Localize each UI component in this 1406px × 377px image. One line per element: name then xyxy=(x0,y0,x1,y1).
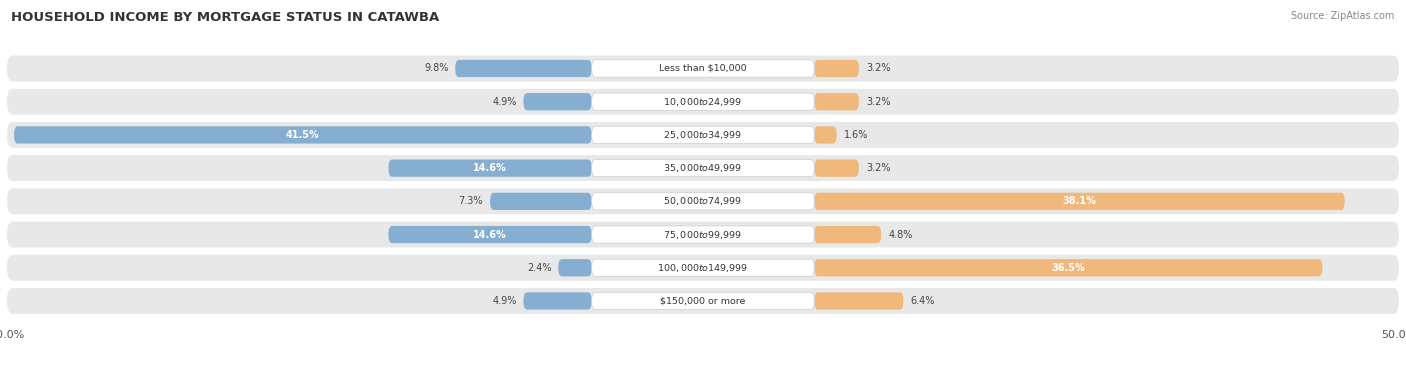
FancyBboxPatch shape xyxy=(814,292,904,310)
FancyBboxPatch shape xyxy=(558,259,592,276)
FancyBboxPatch shape xyxy=(592,226,814,243)
Text: 3.2%: 3.2% xyxy=(866,63,890,74)
FancyBboxPatch shape xyxy=(814,60,859,77)
FancyBboxPatch shape xyxy=(491,193,592,210)
Text: 4.8%: 4.8% xyxy=(889,230,912,239)
Text: 41.5%: 41.5% xyxy=(285,130,319,140)
Text: $100,000 to $149,999: $100,000 to $149,999 xyxy=(658,262,748,274)
Text: 7.3%: 7.3% xyxy=(458,196,484,206)
Text: Source: ZipAtlas.com: Source: ZipAtlas.com xyxy=(1291,11,1395,21)
Text: Less than $10,000: Less than $10,000 xyxy=(659,64,747,73)
Text: 14.6%: 14.6% xyxy=(474,230,508,239)
FancyBboxPatch shape xyxy=(592,93,814,110)
Text: 4.9%: 4.9% xyxy=(492,296,516,306)
Text: $75,000 to $99,999: $75,000 to $99,999 xyxy=(664,228,742,241)
Text: HOUSEHOLD INCOME BY MORTGAGE STATUS IN CATAWBA: HOUSEHOLD INCOME BY MORTGAGE STATUS IN C… xyxy=(11,11,440,24)
FancyBboxPatch shape xyxy=(7,255,1399,281)
Text: $150,000 or more: $150,000 or more xyxy=(661,296,745,305)
FancyBboxPatch shape xyxy=(7,55,1399,81)
FancyBboxPatch shape xyxy=(7,222,1399,248)
FancyBboxPatch shape xyxy=(814,193,1344,210)
Text: 9.8%: 9.8% xyxy=(423,63,449,74)
FancyBboxPatch shape xyxy=(388,226,592,243)
Text: 6.4%: 6.4% xyxy=(911,296,935,306)
Text: 2.4%: 2.4% xyxy=(527,263,551,273)
FancyBboxPatch shape xyxy=(456,60,592,77)
FancyBboxPatch shape xyxy=(14,126,592,144)
Text: 36.5%: 36.5% xyxy=(1052,263,1085,273)
FancyBboxPatch shape xyxy=(592,60,814,77)
FancyBboxPatch shape xyxy=(814,93,859,110)
FancyBboxPatch shape xyxy=(388,159,592,177)
FancyBboxPatch shape xyxy=(7,89,1399,115)
Text: $10,000 to $24,999: $10,000 to $24,999 xyxy=(664,96,742,108)
Text: $25,000 to $34,999: $25,000 to $34,999 xyxy=(664,129,742,141)
Text: 3.2%: 3.2% xyxy=(866,163,890,173)
FancyBboxPatch shape xyxy=(592,292,814,310)
FancyBboxPatch shape xyxy=(7,155,1399,181)
Text: 14.6%: 14.6% xyxy=(474,163,508,173)
FancyBboxPatch shape xyxy=(814,159,859,177)
Text: $50,000 to $74,999: $50,000 to $74,999 xyxy=(664,195,742,207)
FancyBboxPatch shape xyxy=(523,292,592,310)
Text: 38.1%: 38.1% xyxy=(1063,196,1097,206)
FancyBboxPatch shape xyxy=(523,93,592,110)
FancyBboxPatch shape xyxy=(592,126,814,144)
FancyBboxPatch shape xyxy=(7,122,1399,148)
FancyBboxPatch shape xyxy=(7,188,1399,214)
FancyBboxPatch shape xyxy=(814,259,1323,276)
FancyBboxPatch shape xyxy=(7,288,1399,314)
FancyBboxPatch shape xyxy=(814,226,882,243)
FancyBboxPatch shape xyxy=(592,159,814,177)
FancyBboxPatch shape xyxy=(814,126,837,144)
FancyBboxPatch shape xyxy=(592,193,814,210)
FancyBboxPatch shape xyxy=(592,259,814,276)
Text: 3.2%: 3.2% xyxy=(866,97,890,107)
Text: 4.9%: 4.9% xyxy=(492,97,516,107)
Text: $35,000 to $49,999: $35,000 to $49,999 xyxy=(664,162,742,174)
Text: 1.6%: 1.6% xyxy=(844,130,868,140)
